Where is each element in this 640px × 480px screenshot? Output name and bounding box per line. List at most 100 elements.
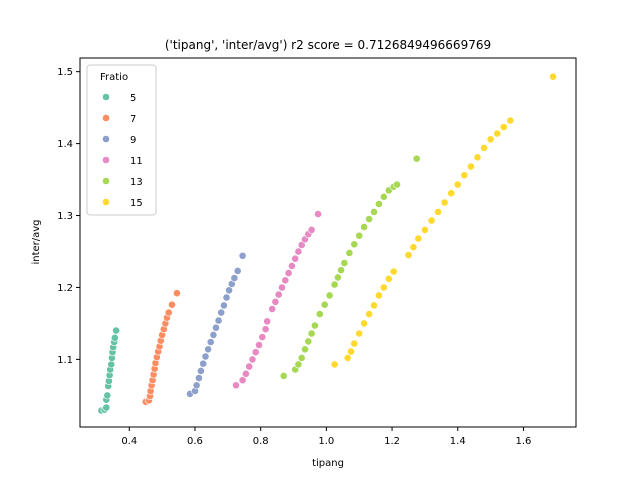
data-point-fratio-11 — [232, 381, 240, 390]
data-point-fratio-11 — [258, 333, 267, 341]
data-point-fratio-13 — [301, 345, 309, 354]
data-point-fratio-15 — [499, 123, 508, 131]
data-point-fratio-15 — [440, 198, 449, 207]
legend-title: Fratio — [100, 72, 128, 83]
data-point-fratio-9 — [196, 366, 205, 375]
data-point-fratio-9 — [217, 308, 226, 317]
data-point-fratio-15 — [365, 310, 373, 318]
y-tick-label: 1.2 — [57, 283, 73, 294]
legend-label-fratio-15: 15 — [130, 198, 143, 209]
data-point-fratio-15 — [384, 274, 393, 283]
data-point-fratio-13 — [412, 154, 421, 163]
data-point-fratio-7 — [172, 289, 181, 298]
data-point-fratio-15 — [389, 267, 398, 276]
data-point-fratio-13 — [370, 207, 378, 216]
data-point-fratio-15 — [480, 143, 488, 152]
data-point-fratio-7 — [168, 300, 176, 309]
data-point-fratio-15 — [420, 225, 429, 234]
legend-marker-fratio-5 — [102, 93, 110, 101]
data-point-fratio-13 — [374, 200, 383, 208]
y-tick-label: 1.3 — [57, 211, 73, 222]
legend-label-fratio-13: 13 — [130, 177, 143, 188]
x-tick-label: 0.4 — [121, 436, 137, 447]
data-point-fratio-13 — [325, 291, 334, 300]
legend: Fratio 5 7 9 11 13 15 — [86, 64, 157, 216]
data-point-fratio-15 — [506, 116, 515, 125]
x-tick-label: 1.0 — [318, 436, 334, 447]
data-point-fratio-9 — [204, 345, 212, 354]
data-point-fratio-9 — [238, 251, 247, 260]
data-point-fratio-15 — [404, 251, 413, 259]
data-point-fratio-9 — [233, 266, 242, 275]
data-point-fratio-11 — [287, 261, 296, 270]
data-point-fratio-11 — [251, 348, 260, 357]
data-point-fratio-15 — [414, 234, 423, 243]
data-point-fratio-9 — [222, 293, 231, 302]
chart-title: ('tipang', 'inter/avg') r2 score = 0.712… — [165, 38, 491, 52]
data-point-fratio-13 — [297, 353, 306, 362]
legend-marker-fratio-13 — [102, 177, 110, 185]
data-point-fratio-15 — [370, 301, 378, 310]
legend-marker-fratio-15 — [102, 198, 110, 206]
data-point-fratio-13 — [333, 273, 342, 282]
data-point-fratio-13 — [350, 240, 359, 249]
data-point-fratio-11 — [245, 362, 254, 371]
data-point-fratio-11 — [261, 325, 270, 334]
legend-label-fratio-7: 7 — [130, 114, 136, 125]
data-point-fratio-5 — [102, 403, 111, 412]
x-tick-label: 1.4 — [450, 436, 466, 447]
data-point-fratio-11 — [238, 376, 247, 385]
legend-label-fratio-9: 9 — [130, 135, 136, 146]
data-point-fratio-15 — [350, 339, 359, 348]
data-point-fratio-11 — [281, 276, 290, 285]
data-point-fratio-13 — [294, 360, 303, 369]
y-tick-label: 1.5 — [57, 67, 73, 78]
data-point-fratio-13 — [320, 300, 329, 309]
data-point-fratio-13 — [365, 215, 373, 223]
points-layer — [97, 72, 557, 415]
data-point-fratio-15 — [330, 360, 339, 369]
data-point-fratio-9 — [209, 330, 218, 339]
data-point-fratio-15 — [343, 353, 352, 362]
data-point-fratio-11 — [297, 241, 306, 249]
legend-box — [86, 64, 157, 216]
data-point-fratio-15 — [409, 243, 418, 252]
data-point-fratio-15 — [434, 207, 442, 216]
data-point-fratio-5 — [110, 333, 119, 342]
data-point-fratio-13 — [310, 321, 319, 330]
data-point-fratio-15 — [549, 72, 557, 81]
data-point-fratio-9 — [192, 381, 201, 390]
data-point-fratio-13 — [360, 223, 368, 231]
data-point-fratio-11 — [271, 297, 280, 306]
legend-marker-fratio-7 — [102, 114, 110, 122]
data-point-fratio-13 — [330, 280, 339, 289]
x-tick-label: 0.6 — [187, 436, 203, 447]
data-point-fratio-13 — [379, 192, 388, 201]
data-point-fratio-11 — [314, 210, 322, 218]
data-point-fratio-11 — [278, 283, 286, 292]
data-point-fratio-11 — [274, 290, 283, 299]
data-point-fratio-15 — [379, 283, 388, 292]
data-point-fratio-5 — [103, 391, 112, 400]
data-point-fratio-15 — [447, 189, 456, 198]
legend-marker-fratio-11 — [102, 156, 110, 164]
data-point-fratio-11 — [284, 269, 293, 277]
x-tick-label: 1.6 — [515, 436, 531, 447]
data-point-fratio-15 — [355, 329, 364, 338]
y-tick-label: 1.4 — [57, 139, 73, 150]
data-point-fratio-13 — [279, 371, 288, 380]
data-point-fratio-9 — [219, 301, 228, 310]
x-axis-label: tipang — [312, 458, 344, 469]
legend-label-fratio-11: 11 — [130, 156, 143, 167]
legend-items: 5 7 9 11 13 15 — [102, 93, 143, 209]
data-point-fratio-15 — [473, 153, 482, 162]
data-point-fratio-5 — [112, 326, 120, 335]
data-point-fratio-15 — [460, 171, 469, 180]
x-tick-label: 1.2 — [384, 436, 400, 447]
data-point-fratio-13 — [304, 337, 313, 346]
data-point-fratio-11 — [291, 254, 300, 263]
legend-marker-fratio-9 — [102, 135, 110, 143]
data-point-fratio-13 — [393, 180, 401, 189]
data-point-fratio-9 — [206, 338, 215, 346]
